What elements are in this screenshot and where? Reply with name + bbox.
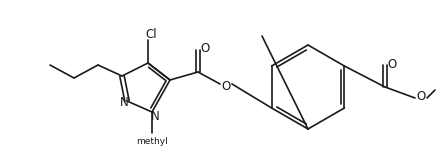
Text: N: N bbox=[151, 111, 159, 124]
Text: O: O bbox=[388, 59, 396, 72]
Text: O: O bbox=[221, 80, 231, 93]
Text: Cl: Cl bbox=[145, 28, 157, 41]
Text: O: O bbox=[200, 41, 210, 55]
Text: O: O bbox=[417, 90, 425, 103]
Text: N: N bbox=[120, 97, 128, 110]
Text: methyl: methyl bbox=[136, 136, 168, 145]
